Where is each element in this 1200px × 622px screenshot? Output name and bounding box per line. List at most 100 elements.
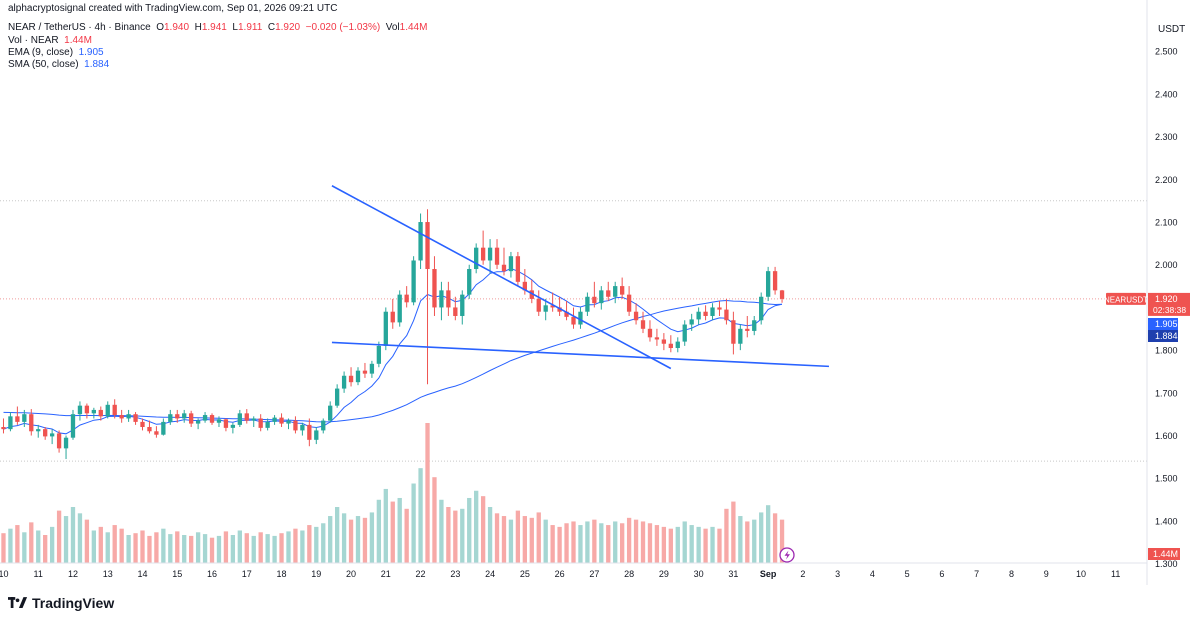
- volume-bar[interactable]: [550, 525, 555, 563]
- candle-body[interactable]: [397, 294, 402, 323]
- volume-bar[interactable]: [22, 532, 27, 563]
- volume-bar[interactable]: [202, 534, 208, 563]
- candle-body[interactable]: [293, 420, 298, 431]
- volume-bar[interactable]: [578, 525, 583, 563]
- candle-body[interactable]: [91, 409, 97, 414]
- candle-body[interactable]: [606, 290, 611, 297]
- volume-bar[interactable]: [474, 490, 479, 563]
- volume-bar[interactable]: [696, 526, 701, 563]
- resistance-trendline[interactable]: [331, 185, 672, 370]
- candle-body[interactable]: [620, 286, 625, 295]
- candle-body[interactable]: [63, 437, 69, 449]
- candle-body[interactable]: [474, 247, 479, 270]
- candle-body[interactable]: [154, 431, 159, 435]
- candle-body[interactable]: [633, 311, 639, 321]
- candle-body[interactable]: [189, 413, 194, 424]
- volume-bar[interactable]: [161, 528, 166, 563]
- volume-bar[interactable]: [286, 531, 291, 563]
- candle-body[interactable]: [202, 415, 208, 421]
- symbol-tag[interactable]: NEARUSDT: [1104, 295, 1148, 304]
- volume-bar[interactable]: [230, 535, 236, 563]
- candle-body[interactable]: [640, 320, 646, 329]
- volume-bar[interactable]: [626, 517, 632, 563]
- volume-bar[interactable]: [279, 533, 284, 563]
- candle-body[interactable]: [56, 433, 62, 449]
- candle-body[interactable]: [216, 419, 222, 423]
- candle-body[interactable]: [15, 416, 20, 422]
- candle-body[interactable]: [230, 424, 236, 428]
- volume-bar[interactable]: [487, 507, 493, 563]
- volume-bar[interactable]: [189, 535, 194, 563]
- replay-icon[interactable]: [779, 547, 795, 563]
- candle-body[interactable]: [168, 414, 173, 422]
- volume-bar[interactable]: [460, 508, 465, 563]
- volume-bar[interactable]: [453, 510, 458, 563]
- candle-body[interactable]: [446, 290, 451, 308]
- volume-bar[interactable]: [494, 513, 500, 563]
- volume-bar[interactable]: [168, 534, 173, 563]
- volume-bar[interactable]: [300, 530, 305, 563]
- candle-body[interactable]: [321, 420, 326, 431]
- candle-body[interactable]: [626, 294, 632, 312]
- volume-bar[interactable]: [779, 519, 785, 563]
- volume-bar[interactable]: [606, 525, 611, 563]
- candle-body[interactable]: [550, 305, 555, 308]
- volume-bar[interactable]: [508, 519, 514, 563]
- volume-bar[interactable]: [251, 535, 256, 563]
- candle-body[interactable]: [467, 269, 472, 295]
- candle-body[interactable]: [140, 421, 145, 428]
- candle-body[interactable]: [195, 420, 201, 424]
- volume-bar[interactable]: [105, 532, 110, 563]
- candle-body[interactable]: [334, 388, 340, 406]
- volume-bar[interactable]: [390, 501, 395, 563]
- volume-bar[interactable]: [411, 483, 416, 563]
- candle-body[interactable]: [703, 311, 708, 316]
- volume-bar[interactable]: [223, 531, 229, 563]
- candle-body[interactable]: [487, 247, 493, 261]
- candle-body[interactable]: [43, 429, 48, 437]
- volume-bar[interactable]: [244, 533, 249, 563]
- volume-bar[interactable]: [418, 468, 423, 563]
- volume-bar[interactable]: [529, 517, 534, 563]
- volume-bar[interactable]: [654, 525, 660, 563]
- volume-bar[interactable]: [446, 507, 451, 563]
- candle-body[interactable]: [175, 414, 180, 419]
- volume-bar[interactable]: [571, 521, 576, 563]
- candle-body[interactable]: [265, 421, 270, 428]
- candle-body[interactable]: [133, 414, 138, 422]
- volume-bar[interactable]: [1, 533, 6, 563]
- volume-bar[interactable]: [480, 496, 486, 563]
- candle-body[interactable]: [161, 421, 166, 435]
- volume-bar[interactable]: [564, 523, 569, 563]
- candle-body[interactable]: [661, 339, 667, 344]
- candle-body[interactable]: [571, 316, 576, 325]
- candle-body[interactable]: [279, 417, 284, 424]
- candle-body[interactable]: [383, 311, 388, 346]
- volume-bar[interactable]: [272, 535, 277, 563]
- candle-body[interactable]: [8, 416, 13, 430]
- candle-body[interactable]: [425, 222, 430, 270]
- volume-bar[interactable]: [175, 531, 180, 563]
- candle-body[interactable]: [731, 320, 736, 344]
- volume-bar[interactable]: [195, 532, 201, 563]
- volume-bar[interactable]: [15, 525, 20, 563]
- candle-body[interactable]: [36, 429, 41, 432]
- candle-body[interactable]: [710, 307, 715, 316]
- indicator-sma[interactable]: SMA (50, close) 1.884: [8, 59, 109, 71]
- volume-bar[interactable]: [640, 521, 646, 563]
- symbol-name[interactable]: NEAR / TetherUS · 4h · Binance: [8, 22, 151, 33]
- candle-body[interactable]: [314, 430, 319, 440]
- candle-body[interactable]: [29, 414, 34, 432]
- volume-bar[interactable]: [613, 521, 618, 563]
- candle-body[interactable]: [1, 427, 6, 430]
- volume-bar[interactable]: [557, 526, 562, 563]
- volume-bar[interactable]: [84, 519, 90, 563]
- volume-bar[interactable]: [772, 513, 778, 563]
- volume-bar[interactable]: [182, 535, 187, 563]
- candle-body[interactable]: [765, 271, 771, 297]
- candle-body[interactable]: [724, 309, 729, 321]
- candle-body[interactable]: [494, 247, 500, 265]
- candle-body[interactable]: [460, 294, 465, 316]
- currency-label[interactable]: USDT: [1158, 24, 1186, 35]
